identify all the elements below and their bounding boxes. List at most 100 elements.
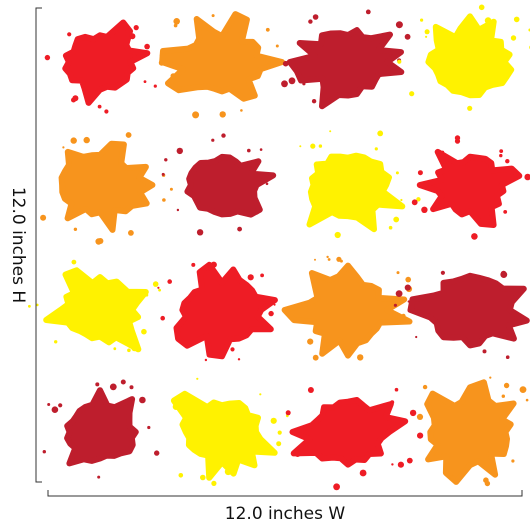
droplet [40, 214, 47, 221]
droplet [478, 4, 485, 11]
droplet [210, 261, 217, 268]
droplet [471, 233, 478, 240]
droplet [97, 104, 102, 109]
droplet [51, 406, 59, 414]
droplet [120, 379, 126, 385]
droplet [404, 284, 411, 291]
splatter-body [159, 11, 285, 102]
droplet [484, 17, 492, 24]
droplet [265, 182, 269, 186]
droplet [200, 474, 206, 481]
droplet [70, 137, 77, 144]
droplet [247, 148, 251, 153]
droplet [259, 148, 263, 151]
droplet [417, 432, 424, 439]
splatter [299, 130, 421, 239]
droplet [265, 27, 270, 32]
splatter-body [58, 140, 156, 233]
droplet [161, 172, 165, 176]
droplet [405, 276, 412, 283]
droplet [167, 279, 172, 284]
splatter [42, 379, 160, 479]
splatter [285, 387, 424, 491]
splatter [281, 9, 411, 110]
droplet [395, 171, 399, 175]
splatter-body [407, 272, 530, 349]
droplet [409, 91, 415, 97]
droplet [176, 208, 180, 212]
droplet [396, 271, 400, 275]
droplet [314, 258, 316, 261]
droplet [109, 383, 117, 391]
splatter-body [425, 13, 515, 99]
splatter-body [170, 390, 278, 481]
droplet [510, 35, 517, 41]
droplet [273, 303, 276, 306]
droplet [425, 35, 428, 38]
splatter [281, 255, 413, 361]
droplet [391, 463, 394, 466]
droplet [395, 21, 403, 29]
splatter [411, 135, 530, 240]
droplet [307, 338, 314, 345]
droplet [196, 229, 204, 236]
height-label: 12.0 inches H [8, 187, 28, 303]
droplet [333, 483, 340, 491]
droplet [409, 409, 417, 417]
height-bracket [35, 7, 42, 483]
droplet [97, 475, 101, 479]
droplet [500, 271, 508, 278]
droplet [158, 288, 162, 292]
droplet [467, 105, 473, 111]
droplet [259, 393, 262, 396]
droplet [329, 130, 332, 133]
droplet [131, 345, 138, 352]
droplet [275, 44, 279, 48]
droplet [285, 410, 291, 416]
droplet [406, 457, 413, 464]
droplet [407, 300, 410, 303]
droplet [310, 143, 316, 149]
droplet [510, 333, 514, 337]
droplet [237, 226, 243, 232]
droplet [211, 138, 215, 142]
droplet [422, 384, 428, 390]
droplet [489, 376, 492, 379]
droplet [326, 255, 329, 259]
droplet [420, 18, 424, 22]
droplet [519, 386, 527, 393]
droplet [388, 225, 393, 230]
droplet [247, 274, 254, 281]
droplet [58, 403, 63, 408]
droplet [47, 403, 51, 406]
droplet [400, 198, 403, 202]
droplet [224, 468, 232, 476]
droplet [394, 387, 399, 392]
droplet [311, 99, 317, 104]
droplet [176, 147, 183, 155]
droplet [484, 480, 491, 487]
splatter [158, 11, 285, 119]
droplet [113, 347, 117, 351]
droplet [72, 95, 79, 102]
droplet [395, 290, 403, 297]
droplet [177, 86, 182, 90]
droplet [499, 153, 503, 158]
width-label: 12.0 inches W [225, 504, 346, 524]
droplet [127, 230, 134, 236]
droplet [312, 354, 319, 361]
droplet [127, 348, 131, 353]
droplet [312, 14, 319, 20]
droplet [153, 84, 157, 88]
splatter-body [43, 267, 149, 353]
droplet [230, 347, 235, 352]
droplet [505, 159, 510, 164]
droplet [415, 335, 418, 339]
droplet [393, 216, 400, 223]
droplet [397, 59, 402, 64]
droplet [158, 59, 165, 66]
droplet [125, 132, 132, 138]
droplet [192, 111, 200, 119]
droplet [357, 354, 364, 361]
droplet [268, 310, 274, 317]
